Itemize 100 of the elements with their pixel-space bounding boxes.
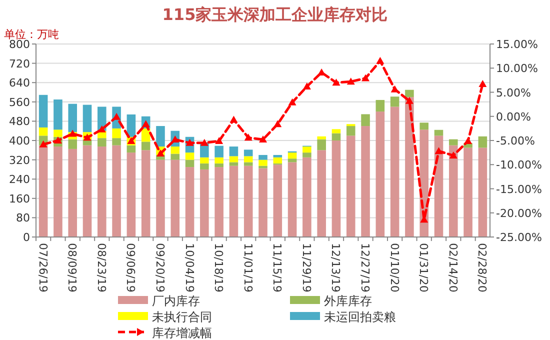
y2-tick-label: -20.00%	[496, 206, 542, 220]
y-tick-label: 640	[9, 76, 30, 90]
bar	[346, 126, 356, 136]
y2-tick-label: -25.00%	[496, 231, 542, 244]
bar	[185, 160, 194, 168]
bar	[288, 162, 297, 237]
bar	[112, 138, 121, 146]
y2-tick-label: -15.00%	[496, 182, 542, 196]
bar	[244, 156, 253, 162]
y-tick-label: 0	[23, 231, 30, 244]
bar	[185, 167, 194, 237]
bar	[317, 136, 326, 140]
bar	[361, 114, 370, 126]
x-tick-label: 02/14/20	[446, 243, 460, 292]
bar	[288, 152, 297, 159]
bar	[302, 152, 312, 158]
x-tick-label: 09/06/19	[124, 243, 138, 292]
y-tick-label: 480	[9, 115, 30, 128]
x-tick-label: 07/26/19	[36, 243, 50, 292]
y2-tick-label: -10.00%	[496, 158, 542, 172]
bar	[434, 130, 444, 136]
bar	[54, 146, 62, 237]
x-tick-label: 11/01/19	[241, 243, 254, 292]
bar	[112, 145, 121, 237]
bar	[390, 96, 400, 107]
bar	[258, 168, 268, 237]
bar	[288, 158, 297, 162]
bar	[214, 167, 224, 237]
bar	[405, 97, 414, 237]
y-tick-label: 320	[9, 154, 30, 167]
bar	[302, 146, 312, 153]
bar	[214, 163, 224, 168]
x-tick-label: 01/31/20	[417, 243, 430, 292]
bar	[448, 139, 458, 146]
bar	[200, 163, 209, 170]
bar	[244, 162, 253, 166]
y-tick-label: 800	[9, 38, 30, 51]
bar	[420, 122, 428, 130]
bar	[170, 160, 180, 237]
y2-tick-label: 10.00%	[496, 62, 538, 76]
bar	[376, 100, 385, 112]
bar	[302, 157, 312, 237]
bar	[214, 146, 224, 158]
x-tick-label: 01/10/20	[388, 243, 401, 292]
bar	[244, 166, 253, 237]
bar	[38, 94, 48, 128]
bar	[200, 157, 209, 164]
bar	[98, 138, 106, 147]
legend-label: 外库库存	[324, 294, 372, 308]
x-tick-label: 08/23/19	[94, 243, 108, 292]
x-tick-label: 02/28/20	[476, 243, 489, 292]
text: 单位：万吨	[4, 28, 59, 41]
y2-tick-label: 15.00%	[496, 38, 538, 51]
bar	[214, 157, 224, 164]
x-tick-label: 09/20/19	[153, 243, 166, 292]
bar	[200, 169, 209, 237]
y-tick-label: 400	[9, 134, 30, 148]
y-tick-label: 160	[9, 192, 30, 206]
bar	[68, 148, 78, 237]
y2-tick-label: -5.00%	[496, 134, 535, 148]
bar	[317, 150, 326, 237]
bar	[141, 150, 150, 237]
bar	[273, 157, 282, 164]
y-tick-label: 80	[16, 212, 30, 225]
chart-title: 115家玉米深加工企业库存对比	[162, 5, 388, 24]
legend-label: 未执行合同	[152, 310, 212, 324]
y-tick-label: 720	[9, 57, 30, 70]
bar	[229, 156, 238, 162]
y2-tick-label: 5.00%	[496, 86, 531, 100]
bar	[141, 142, 150, 150]
bar	[273, 164, 282, 237]
bar	[229, 146, 238, 156]
bar	[434, 136, 444, 237]
bar	[38, 127, 48, 136]
x-tick-label: 10/18/19	[212, 243, 226, 292]
legend-label: 库存增减幅	[152, 326, 212, 340]
bar	[229, 162, 238, 166]
x-tick-label: 11/15/19	[270, 243, 284, 292]
bar	[156, 126, 165, 147]
bar	[156, 160, 165, 237]
bar	[478, 136, 488, 148]
legend-label: 未运回拍卖粮	[324, 310, 396, 324]
legend-label: 厂内库存	[152, 294, 200, 308]
bar	[258, 154, 268, 160]
y2-tick-label: 0.00%	[496, 110, 531, 124]
bar	[332, 133, 341, 140]
bar	[332, 129, 341, 134]
x-tick-label: 11/29/19	[300, 243, 313, 292]
bar	[258, 160, 268, 166]
bar	[448, 145, 458, 237]
bar	[185, 152, 194, 160]
x-tick-label: 10/04/19	[182, 243, 196, 292]
x-tick-label: 12/27/19	[358, 243, 372, 292]
bar	[82, 145, 92, 237]
bar	[464, 148, 472, 237]
bar	[478, 148, 488, 237]
bar	[112, 128, 121, 138]
bar	[126, 152, 136, 237]
y-tick-label: 240	[9, 173, 30, 186]
bar	[170, 154, 180, 160]
